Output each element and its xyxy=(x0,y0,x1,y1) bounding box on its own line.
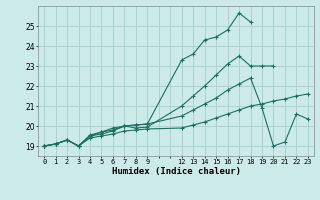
X-axis label: Humidex (Indice chaleur): Humidex (Indice chaleur) xyxy=(111,167,241,176)
